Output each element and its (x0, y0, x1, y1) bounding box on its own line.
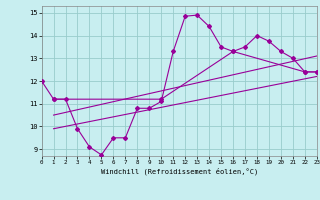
X-axis label: Windchill (Refroidissement éolien,°C): Windchill (Refroidissement éolien,°C) (100, 168, 258, 175)
